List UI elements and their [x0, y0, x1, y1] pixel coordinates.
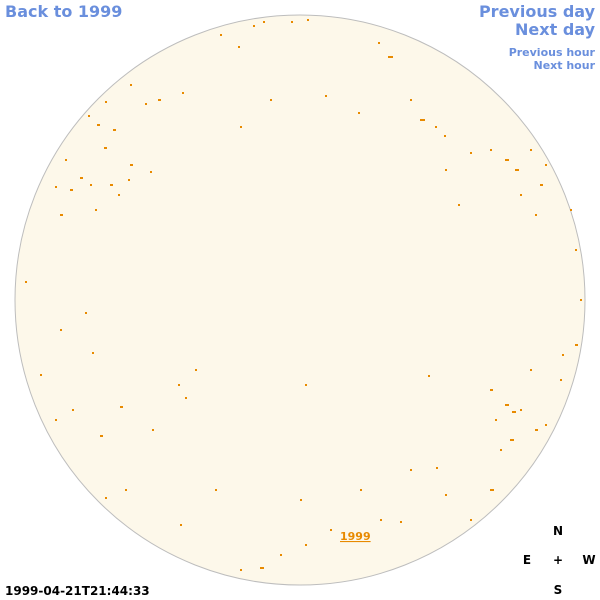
timestamp: 1999-04-21T21:44:33	[5, 584, 150, 598]
compass-east: E	[523, 553, 531, 567]
back-link[interactable]: Back to 1999	[5, 2, 122, 21]
next-day-link[interactable]: Next day	[515, 20, 596, 39]
solar-disk	[14, 14, 586, 586]
compass-north: N	[553, 524, 563, 538]
compass-center: +	[553, 553, 563, 567]
disk-year-link[interactable]: 1999	[340, 530, 371, 543]
previous-day-link[interactable]: Previous day	[479, 2, 596, 21]
next-hour-link[interactable]: Next hour	[534, 59, 596, 72]
active-region-specks	[25, 19, 582, 571]
previous-hour-link[interactable]: Previous hour	[509, 46, 596, 59]
compass-south: S	[554, 583, 563, 597]
compass-west: W	[582, 553, 595, 567]
